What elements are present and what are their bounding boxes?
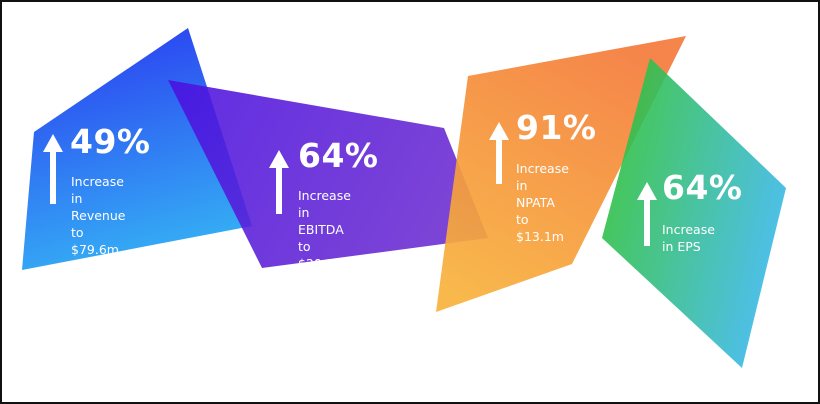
metric-value: 64% [298,136,379,175]
npata-panel-shape [436,36,686,312]
metric-label: Increase in EBITDA to $20.1m [298,188,351,271]
up-arrow-icon [43,134,63,204]
metric-label: Increase in NPATA to $13.1m [516,161,569,244]
metric-label: Increase in Revenue to $79.6m [71,174,126,257]
metric-value: 91% [516,108,597,147]
metric-value: 64% [662,168,743,207]
up-arrow-icon [637,182,657,246]
up-arrow-icon [269,150,289,214]
eps-panel-shape [602,58,786,368]
metric-label: Increase in EPS [662,222,715,254]
ebitda-panel-shape [168,80,488,268]
up-arrow-icon [489,122,509,184]
metric-value: 49% [70,122,151,161]
